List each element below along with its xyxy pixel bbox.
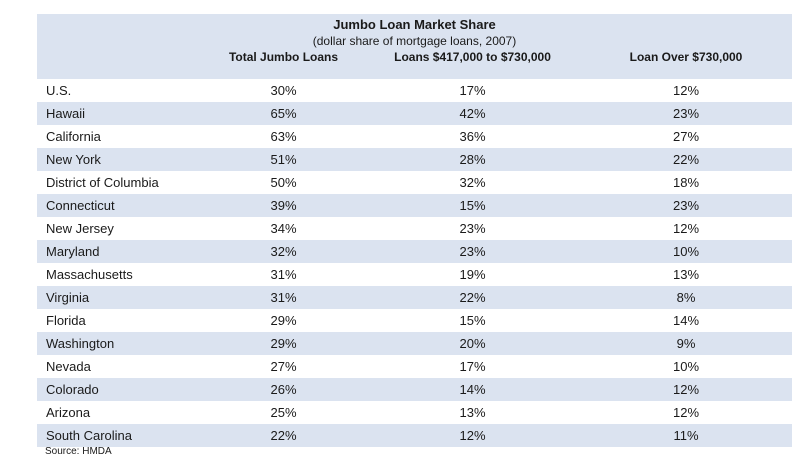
- table-row: Colorado 26% 14% 12%: [37, 378, 792, 401]
- table-row: Hawaii 65% 42% 23%: [37, 102, 792, 125]
- table-cell: 36%: [459, 129, 486, 144]
- table-cell: 15%: [459, 313, 486, 328]
- table-cell: 34%: [270, 221, 297, 236]
- row-label: Nevada: [46, 359, 91, 374]
- table-cell: 10%: [672, 359, 700, 374]
- table-cell: 9%: [676, 336, 696, 351]
- row-label: Hawaii: [46, 106, 86, 121]
- table-cell: 23%: [459, 221, 486, 236]
- table-row: Maryland 32% 23% 10%: [37, 240, 792, 263]
- table-cell: 14%: [672, 313, 700, 328]
- table-row: Virginia 31% 22% 8%: [37, 286, 792, 309]
- table-cell: 32%: [270, 244, 297, 259]
- table-cell: 13%: [459, 405, 486, 420]
- table-cell: 13%: [672, 267, 700, 282]
- table-row: Washington 29% 20% 9%: [37, 332, 792, 355]
- row-label: Washington: [46, 336, 115, 351]
- table-cell: 18%: [672, 175, 700, 190]
- table-cell: 20%: [459, 336, 486, 351]
- table-row: New Jersey 34% 23% 12%: [37, 217, 792, 240]
- row-label: Massachusetts: [46, 267, 133, 282]
- column-header-mid: Loans $417,000 to $730,000: [394, 50, 551, 64]
- table-cell: 23%: [672, 198, 700, 213]
- table-cell: 25%: [270, 405, 297, 420]
- row-label: District of Columbia: [46, 175, 159, 190]
- column-header-label: [37, 49, 202, 65]
- table-row: Nevada 27% 17% 10%: [37, 355, 792, 378]
- row-label: South Carolina: [46, 428, 132, 443]
- table-body: U.S. 30% 17% 12% Hawaii 65% 42% 23% California 63…: [37, 79, 792, 447]
- table-header: Jumbo Loan Market Share (dollar share of…: [37, 14, 792, 79]
- table-cell: 11%: [673, 428, 699, 443]
- table-row: New York 51% 28% 22%: [37, 148, 792, 171]
- table-cell: 30%: [270, 83, 297, 98]
- table-cell: 26%: [270, 382, 297, 397]
- table-row: Arizona 25% 13% 12%: [37, 401, 792, 424]
- table-row: Massachusetts 31% 19% 13%: [37, 263, 792, 286]
- table-cell: 27%: [672, 129, 700, 144]
- table-cell: 12%: [672, 221, 700, 236]
- row-label: Arizona: [46, 405, 91, 420]
- source-note: Source: HMDA: [45, 446, 112, 457]
- table-row: Florida 29% 15% 14%: [37, 309, 792, 332]
- table-title: Jumbo Loan Market Share: [333, 17, 496, 32]
- column-header-over: Loan Over $730,000: [629, 50, 743, 64]
- table-cell: 42%: [459, 106, 486, 121]
- table-row: U.S. 30% 17% 12%: [37, 79, 792, 102]
- table-row: District of Columbia 50% 32% 18%: [37, 171, 792, 194]
- table-cell: 31%: [270, 267, 297, 282]
- table-subtitle: (dollar share of mortgage loans, 2007): [312, 34, 517, 48]
- row-label: Maryland: [46, 244, 100, 259]
- table-cell: 17%: [459, 359, 486, 374]
- table-cell: 12%: [672, 83, 700, 98]
- table-cell: 22%: [459, 290, 486, 305]
- table-cell: 65%: [270, 106, 297, 121]
- table-cell: 14%: [459, 382, 486, 397]
- table-cell: 63%: [270, 129, 297, 144]
- table-cell: 29%: [270, 336, 297, 351]
- table-cell: 23%: [672, 106, 700, 121]
- table-cell: 51%: [270, 152, 297, 167]
- table-cell: 23%: [459, 244, 486, 259]
- table-cell: 12%: [672, 405, 700, 420]
- row-label: U.S.: [46, 83, 72, 98]
- row-label: New Jersey: [46, 221, 114, 236]
- table-cell: 32%: [459, 175, 486, 190]
- row-label: Connecticut: [46, 198, 115, 213]
- table-panel: Jumbo Loan Market Share (dollar share of…: [37, 14, 792, 447]
- table-cell: 28%: [459, 152, 486, 167]
- table-cell: 17%: [459, 83, 486, 98]
- table-cell: 10%: [672, 244, 700, 259]
- table-cell: 27%: [270, 359, 297, 374]
- table-cell: 29%: [270, 313, 297, 328]
- table-row: California 63% 36% 27%: [37, 125, 792, 148]
- row-label: Colorado: [46, 382, 99, 397]
- row-label: Florida: [46, 313, 86, 328]
- table-cell: 22%: [672, 152, 700, 167]
- column-header-total: Total Jumbo Loans: [228, 50, 339, 64]
- table-cell: 22%: [270, 428, 297, 443]
- table-cell: 12%: [672, 382, 700, 397]
- table-cell: 19%: [459, 267, 486, 282]
- row-label: California: [46, 129, 101, 144]
- table-cell: 39%: [270, 198, 297, 213]
- table-cell: 50%: [270, 175, 297, 190]
- row-label: New York: [46, 152, 101, 167]
- table-cell: 12%: [459, 428, 486, 443]
- column-headers: Total Jumbo Loans Loans $417,000 to $730…: [37, 49, 792, 65]
- table-cell: 8%: [676, 290, 696, 305]
- table-row: Connecticut 39% 15% 23%: [37, 194, 792, 217]
- table-row: South Carolina 22% 12% 11%: [37, 424, 792, 447]
- table-cell: 31%: [270, 290, 297, 305]
- table-cell: 15%: [459, 198, 486, 213]
- row-label: Virginia: [46, 290, 90, 305]
